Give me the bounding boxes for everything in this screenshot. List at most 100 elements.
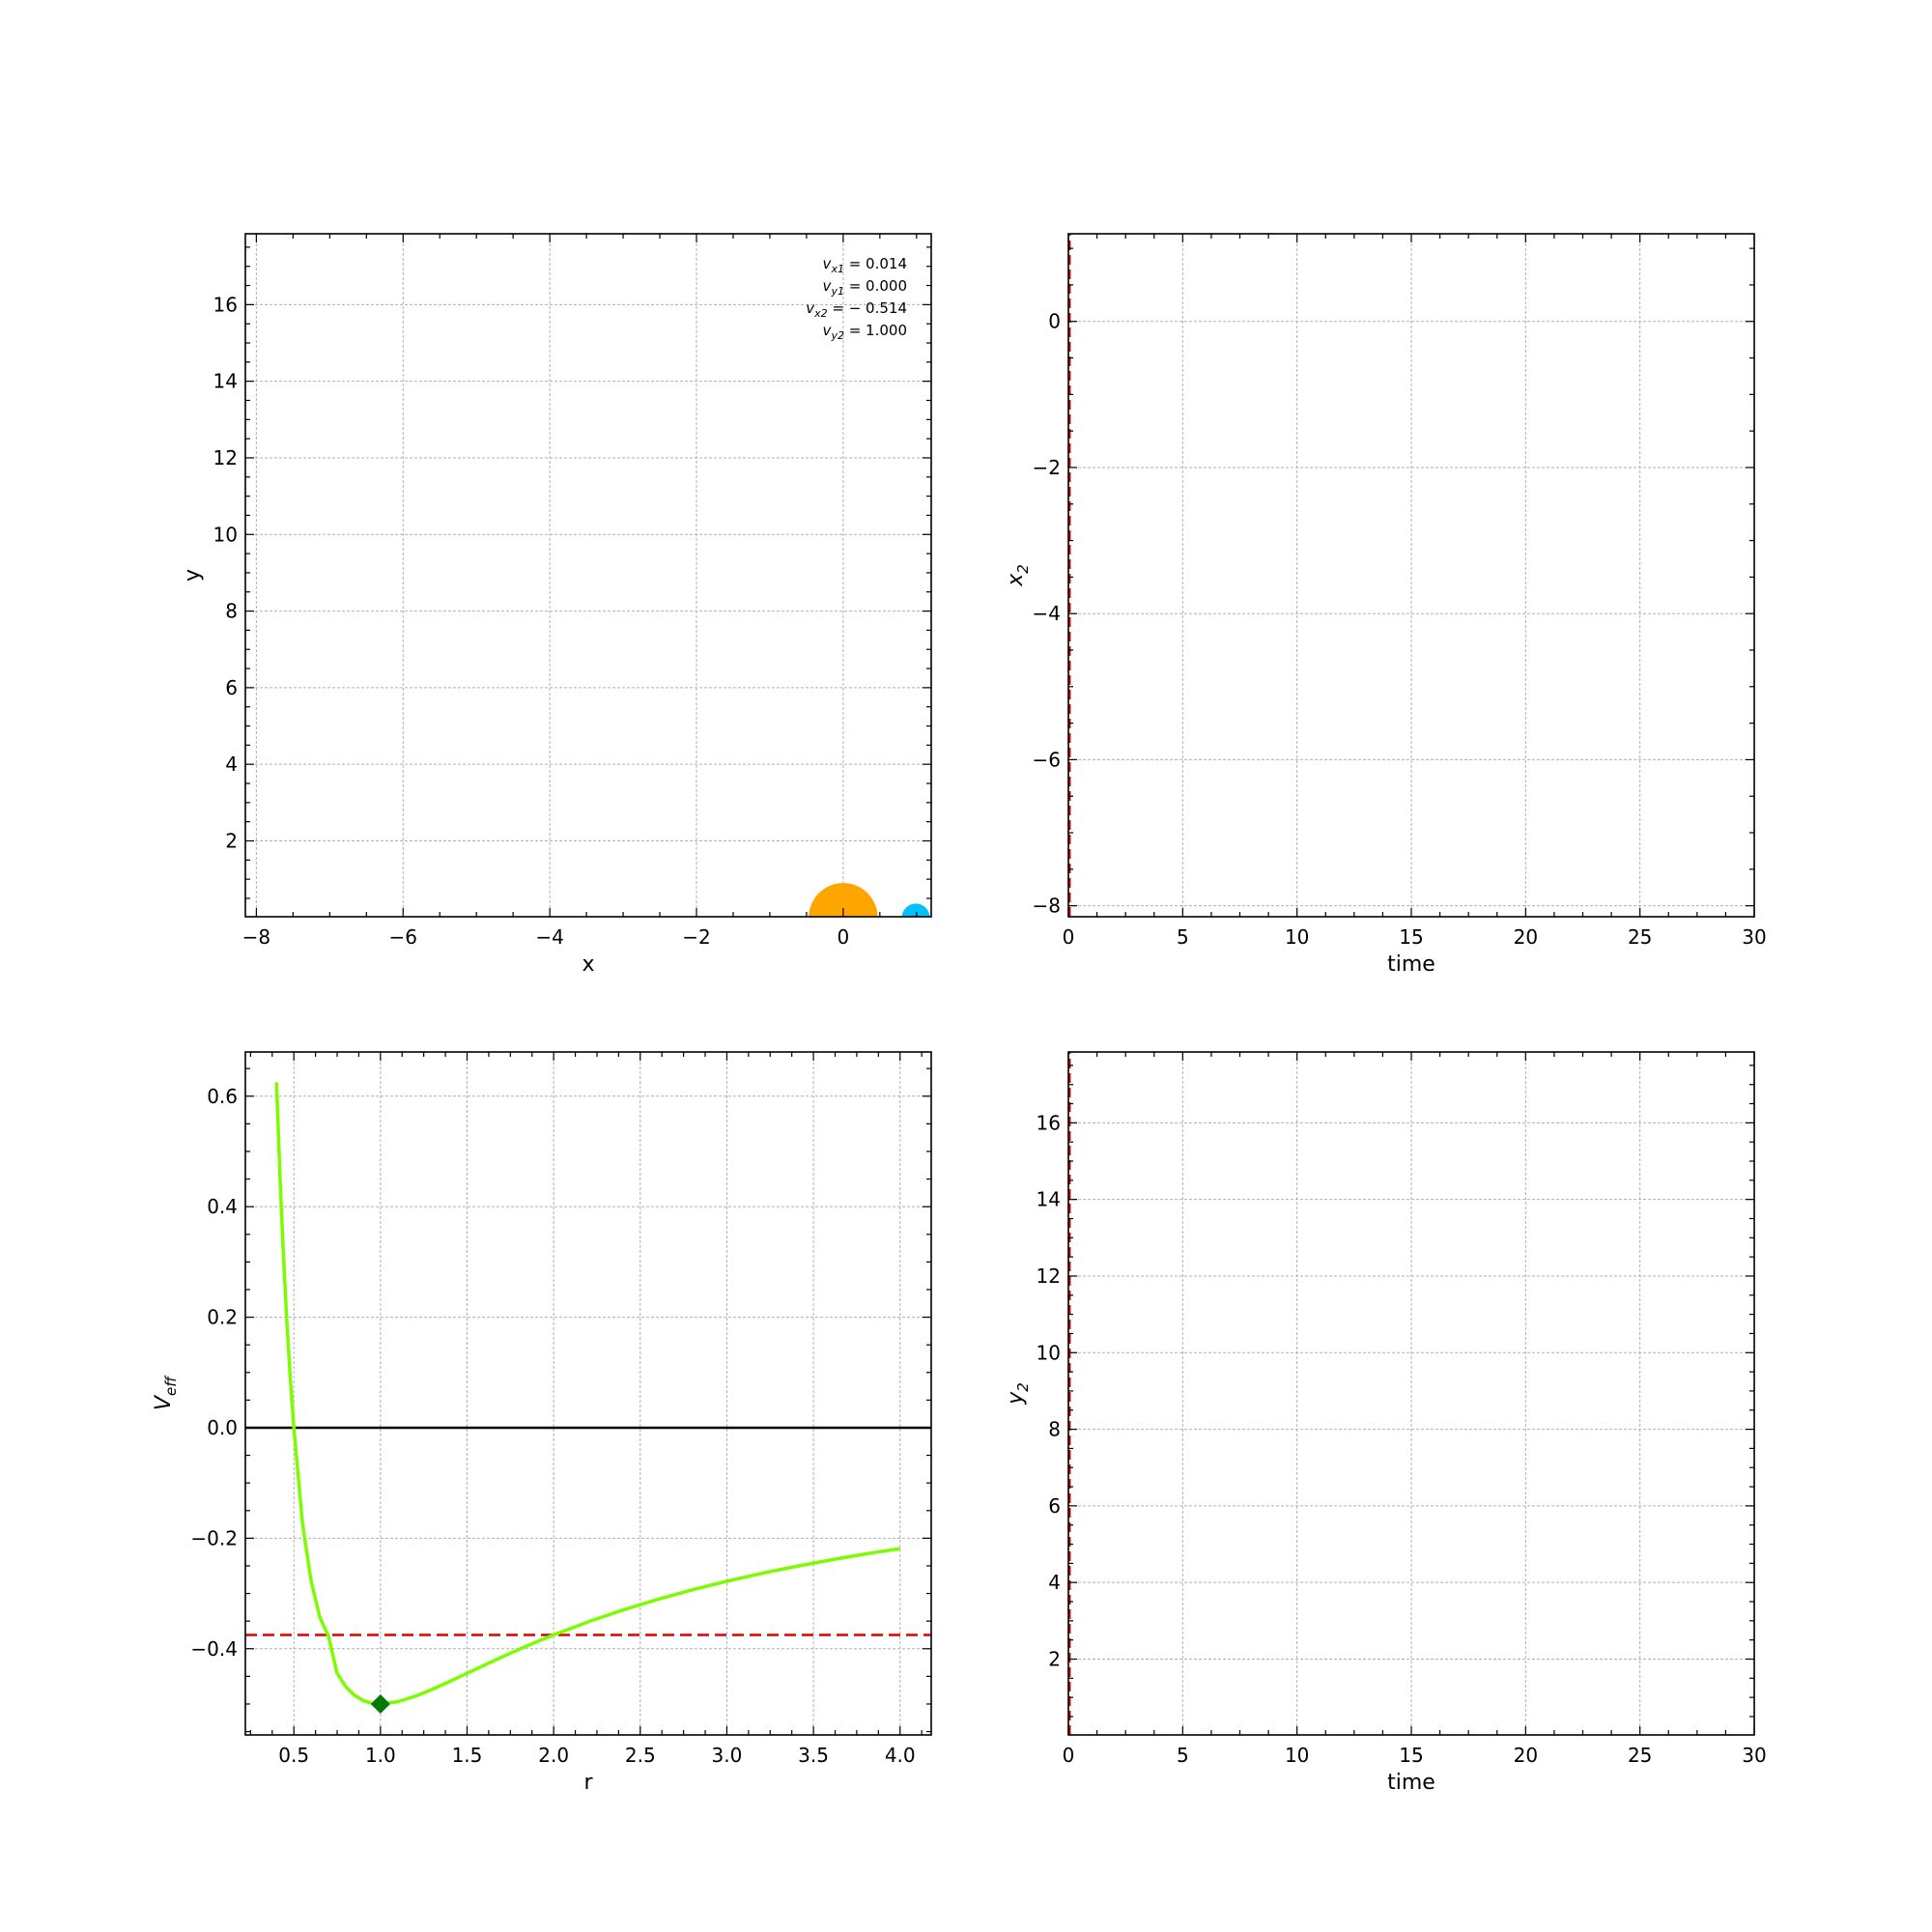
x-tick-label: −8 xyxy=(242,925,270,949)
y-tick-label: 14 xyxy=(213,370,238,393)
x-tick-label: 5 xyxy=(1177,925,1189,949)
grid-lines xyxy=(245,234,931,917)
y-tick-label: 10 xyxy=(1037,1341,1061,1364)
x-tick-label: 0 xyxy=(1063,925,1075,949)
y-tick-label: 6 xyxy=(225,676,238,699)
velocity-value: = 0.014 xyxy=(844,255,907,272)
plot-area xyxy=(809,883,930,917)
y-tick-label: −0.4 xyxy=(190,1637,238,1661)
y-tick-label: 16 xyxy=(213,293,238,316)
ticks xyxy=(1067,234,1755,917)
y-axis-label-symbol: x xyxy=(1004,573,1028,587)
velocity-symbol: v xyxy=(823,322,833,339)
y-tick-label: 12 xyxy=(1037,1264,1061,1288)
y-axis-label: x2 xyxy=(1004,564,1032,587)
panel-veff: 0.5 1.0 1.5 2.0 2.5 3.0 3.5 4.0 −0.4 −0.2 0.0 0.2 0.… xyxy=(152,1051,932,1795)
x-tick-label: 25 xyxy=(1628,925,1652,949)
x-tick-label: 15 xyxy=(1399,1744,1423,1767)
axes-frame xyxy=(244,233,932,918)
x-tick-label: 30 xyxy=(1742,925,1766,949)
y-axis-label-subscript: 2 xyxy=(1014,564,1032,574)
x-tick-label: 5 xyxy=(1177,1744,1189,1767)
x-tick-label: 2.0 xyxy=(538,1744,569,1767)
velocity-annotation-line: vy2 = 1.000 xyxy=(823,322,907,342)
y-axis-label-symbol: y xyxy=(1004,1391,1028,1406)
y-tick-label: 0.6 xyxy=(207,1085,238,1108)
x-tick-label: 2.5 xyxy=(625,1744,656,1767)
body-0 xyxy=(809,883,878,917)
y-tick-label: 12 xyxy=(213,446,238,469)
x-tick-label: 20 xyxy=(1514,1744,1538,1767)
y-tick-label: 4 xyxy=(1048,1571,1061,1594)
y-tick-label: 4 xyxy=(225,753,238,776)
y-tick-label: 0 xyxy=(1048,310,1061,333)
x-tick-label: 0.5 xyxy=(278,1744,309,1767)
y-tick-label: 16 xyxy=(1037,1111,1061,1134)
y-tick-label: 10 xyxy=(213,523,238,546)
velocity-annotation-line: vy1 = 0.000 xyxy=(823,277,907,298)
y-tick-label: −4 xyxy=(1033,602,1061,625)
velocity-annotation-line: vx1 = 0.014 xyxy=(823,255,907,275)
velocity-symbol: v xyxy=(806,299,815,317)
y-tick-label: 14 xyxy=(1037,1188,1061,1211)
axes-frame xyxy=(244,1051,932,1736)
x-tick-label: 10 xyxy=(1285,1744,1309,1767)
x-tick-label: 30 xyxy=(1742,1744,1766,1767)
velocity-symbol: v xyxy=(823,277,833,295)
x-tick-label: 0 xyxy=(838,925,850,949)
x-tick-label: 1.5 xyxy=(452,1744,483,1767)
y-axis-label: y xyxy=(181,569,205,582)
x-tick-label: 3.0 xyxy=(712,1744,743,1767)
y-tick-label: 8 xyxy=(1048,1418,1061,1441)
y-tick-label: 6 xyxy=(1048,1494,1061,1518)
y-axis-label: y2 xyxy=(1004,1382,1032,1406)
x-axis-label: time xyxy=(1387,952,1435,977)
velocity-subscript: y2 xyxy=(830,329,844,342)
y-tick-label: −2 xyxy=(1033,456,1061,479)
y-axis-label: Veff xyxy=(152,1375,180,1410)
velocity-subscript: x2 xyxy=(813,307,828,320)
ticks xyxy=(245,234,931,917)
velocity-subscript: x1 xyxy=(830,263,844,275)
velocity-value: = − 0.514 xyxy=(828,299,907,317)
x-tick-label: 20 xyxy=(1514,925,1538,949)
velocity-annotation-line: vx2 = − 0.514 xyxy=(806,299,907,320)
body-1 xyxy=(901,903,930,917)
velocity-value: = 0.000 xyxy=(844,277,907,295)
x-tick-label: 0 xyxy=(1063,1744,1075,1767)
x-axis-label: r xyxy=(583,1771,593,1795)
y-tick-label: −6 xyxy=(1033,748,1061,771)
x-tick-label: −6 xyxy=(389,925,417,949)
y-axis-label-symbol: V xyxy=(152,1394,176,1410)
x-tick-label: 1.0 xyxy=(365,1744,396,1767)
x-tick-label: 3.5 xyxy=(798,1744,829,1767)
panel-x2-time: 0 5 10 15 20 25 30 −8 −6 −4 −2 0 time x2 xyxy=(1004,233,1767,977)
velocity-subscript: y1 xyxy=(830,285,844,298)
x-tick-label: −2 xyxy=(682,925,710,949)
x-axis-label: time xyxy=(1387,1771,1435,1795)
velocity-symbol: v xyxy=(823,255,833,272)
y-axis-label-subscript: eff xyxy=(162,1375,180,1396)
x-tick-label: −4 xyxy=(535,925,563,949)
x-tick-label: 15 xyxy=(1399,925,1423,949)
y-tick-label: 2 xyxy=(1048,1647,1061,1670)
minimum-marker xyxy=(370,1693,390,1714)
y-axis-label-subscript: 2 xyxy=(1014,1382,1032,1392)
velocity-value: = 1.000 xyxy=(844,322,907,339)
y-tick-label: −0.2 xyxy=(190,1526,238,1549)
y-tick-label: 8 xyxy=(225,600,238,623)
y-tick-label: 0.0 xyxy=(207,1416,238,1439)
x-axis-label: x xyxy=(582,952,594,977)
x-tick-label: 4.0 xyxy=(885,1744,916,1767)
x-tick-label: 25 xyxy=(1628,1744,1652,1767)
y-tick-label: 0.4 xyxy=(207,1195,238,1218)
ticks xyxy=(1067,1052,1755,1735)
y-tick-label: 0.2 xyxy=(207,1306,238,1329)
plot-area xyxy=(245,1082,931,1714)
